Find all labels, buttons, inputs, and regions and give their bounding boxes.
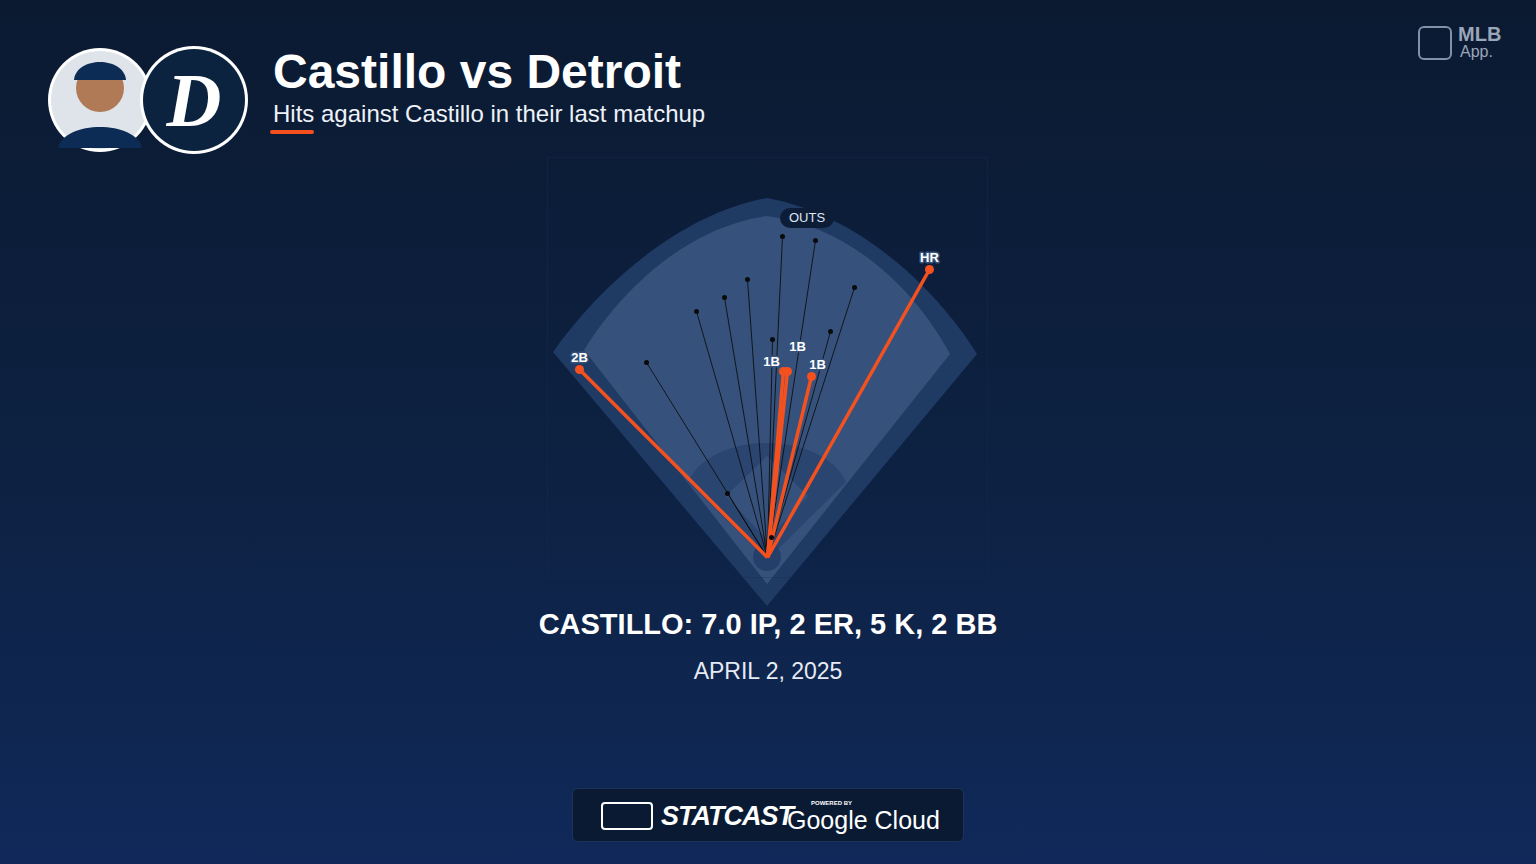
html-text:Google Cloud: Google Cloud	[787, 806, 940, 834]
html-text:Hits against Castillo in their: Hits against Castillo in their last matc…	[273, 100, 706, 127]
svg-text:1B: 1B	[809, 357, 826, 372]
svg-text:HR: HR	[920, 250, 939, 265]
html-text:App.: App.	[1460, 43, 1493, 60]
html-text:Castillo vs Detroit: Castillo vs Detroit	[273, 45, 682, 98]
html-text:STATCAST: STATCAST	[661, 801, 793, 831]
html-text:CASTILLO: 7.0 IP, 2 ER, 5 K, 2: CASTILLO: 7.0 IP, 2 ER, 5 K, 2 BB	[538, 608, 998, 640]
html-text:OUTS: OUTS	[788, 210, 826, 225]
svg-text:2B: 2B	[571, 350, 588, 365]
html-text:POWERED BY: POWERED BY	[811, 800, 852, 806]
svg-text:1B: 1B	[763, 354, 780, 369]
html-text:MLB: MLB	[1458, 23, 1502, 45]
html-text:APRIL 2, 2025: APRIL 2, 2025	[693, 658, 843, 684]
html-text:D: D	[166, 58, 222, 142]
svg-text:1B: 1B	[789, 339, 806, 354]
